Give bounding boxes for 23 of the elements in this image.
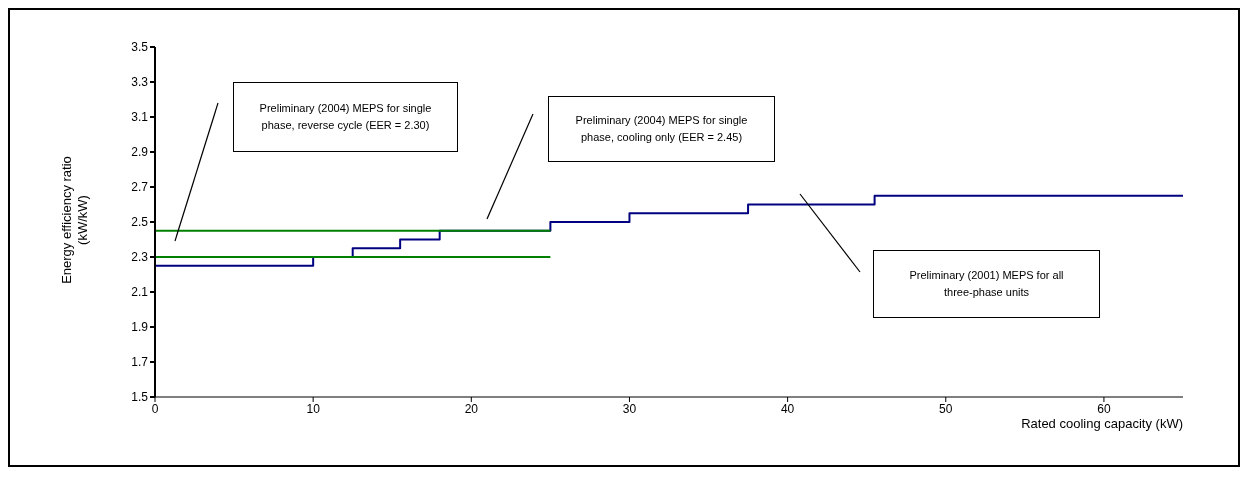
y-tick-label: 1.5 (131, 390, 149, 405)
x-tick-label: 20 (464, 401, 479, 416)
annotation: Preliminary (2004) MEPS for single phase, cooling only (EER = 2.45) (574, 113, 749, 145)
y-tick-label: 1.9 (131, 320, 149, 335)
x-axis-title: Rated cooling capacity (kW) (1021, 416, 1183, 431)
y-tick-label: 2.9 (131, 145, 149, 160)
y-tick-label: 2.3 (131, 250, 149, 265)
x-tick-label: 50 (939, 401, 953, 416)
y-tick-label: 1.7 (131, 355, 149, 370)
y-axis-title: Energy efficiency ratio (kW/kW) (59, 155, 91, 286)
x-tick-label: 0 (151, 401, 159, 416)
y-tick-label: 3.1 (131, 110, 149, 125)
annotation: Preliminary (2001) MEPS for all three-phase units (908, 268, 1065, 300)
y-tick-label: 2.5 (131, 215, 149, 230)
x-tick-label: 30 (622, 401, 637, 416)
y-tick-label: 3.5 (131, 40, 149, 55)
x-tick-label: 10 (306, 401, 321, 416)
y-tick-label: 3.3 (131, 75, 149, 90)
annotation: Preliminary (2004) MEPS for single phase, reverse cycle (EER = 2.30) (258, 101, 433, 133)
x-tick-label: 60 (1097, 401, 1111, 416)
y-tick-label: 2.7 (131, 180, 149, 195)
y-tick-label: 2.1 (131, 285, 149, 300)
x-tick-label: 40 (780, 401, 795, 416)
